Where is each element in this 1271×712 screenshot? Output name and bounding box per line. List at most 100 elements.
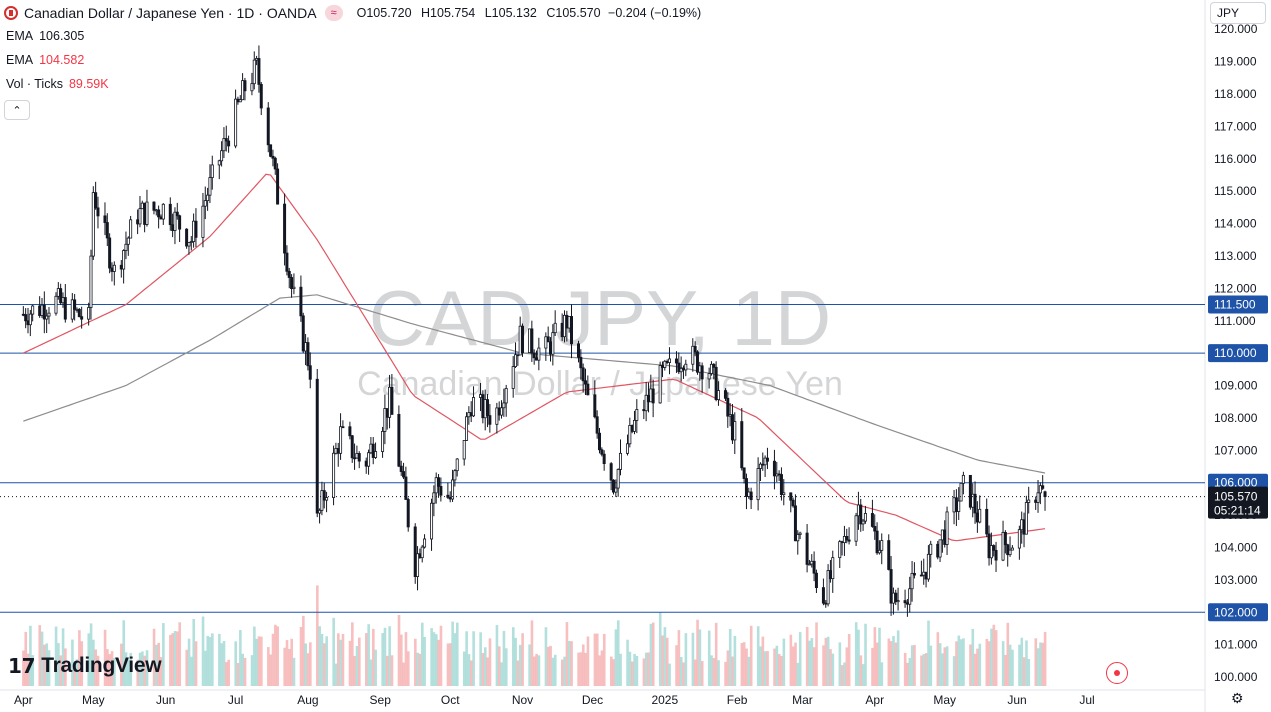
volume-bar	[840, 665, 844, 686]
volume-bar	[700, 661, 704, 686]
candle-body	[707, 373, 711, 380]
candle-body	[903, 600, 907, 604]
candle-body	[80, 316, 84, 320]
volume-bar	[45, 643, 49, 686]
candle-body	[217, 160, 221, 166]
candle-body	[602, 453, 606, 465]
volume-bar	[635, 655, 639, 686]
candle-body	[112, 264, 116, 272]
volume-bar	[612, 659, 615, 686]
bar-countdown-label: 05:21:14	[1214, 504, 1261, 518]
volume-bar	[1034, 638, 1038, 686]
candle-body	[339, 426, 343, 454]
compare-icon[interactable]: ≈	[324, 5, 343, 21]
indicator-volume[interactable]: Vol · Ticks 89.59K	[6, 77, 109, 91]
candle-body	[992, 545, 996, 551]
volume-bar	[693, 659, 697, 686]
volume-bar	[243, 657, 247, 686]
candle-body	[684, 363, 688, 371]
volume-bar	[323, 643, 326, 686]
candle-body	[807, 563, 811, 566]
candle-body	[404, 476, 408, 500]
currency-button[interactable]: JPY	[1210, 2, 1266, 24]
volume-bar	[122, 620, 126, 686]
candle-body	[614, 487, 618, 493]
indicator-ema-fast[interactable]: EMA 104.582	[6, 53, 84, 67]
settings-gear-icon[interactable]: ⚙	[1231, 690, 1244, 706]
indicator-ema-slow[interactable]: EMA 106.305	[6, 29, 84, 43]
candle-body	[583, 380, 587, 385]
tradingview-logo[interactable]: 17 TradingView	[8, 654, 162, 678]
candle-body	[714, 366, 718, 400]
candle-body	[695, 351, 699, 373]
volume-bar	[374, 649, 377, 686]
candles-layer	[21, 45, 1047, 617]
volume-bar	[992, 624, 996, 686]
volume-bar	[598, 655, 601, 686]
y-tick-label: 104.000	[1214, 540, 1258, 554]
y-tick-label: 115.000	[1214, 184, 1257, 198]
candle-body	[285, 252, 289, 272]
candle-body	[551, 332, 555, 355]
volume-bar	[304, 643, 307, 686]
volume-bar	[397, 614, 401, 686]
volume-bar	[178, 622, 182, 686]
volume-bar	[334, 663, 338, 686]
candle-body	[243, 80, 247, 92]
volume-bar	[239, 629, 242, 686]
volume-bar	[24, 631, 28, 686]
indicator-label: EMA	[6, 29, 34, 43]
candle-body	[709, 363, 713, 374]
collapse-legend-button[interactable]: ⌃	[4, 100, 30, 120]
low-key: L	[484, 6, 492, 20]
candle-body	[989, 545, 993, 559]
volume-bar	[495, 625, 499, 686]
volume-bar	[600, 650, 604, 686]
candle-body	[38, 305, 42, 316]
volume-bar	[187, 638, 191, 686]
volume-bar	[227, 659, 231, 686]
candle-body	[597, 432, 601, 451]
candle-body	[791, 499, 795, 507]
candle-body	[299, 286, 303, 317]
volume-bar	[145, 650, 149, 686]
candle-body	[152, 201, 156, 211]
candle-body	[812, 560, 816, 574]
candle-body	[364, 460, 368, 467]
volume-bar	[763, 651, 767, 686]
volume-bar	[94, 649, 98, 686]
candle-body	[642, 409, 646, 412]
candle-body	[691, 345, 695, 365]
candle-body	[728, 414, 732, 417]
volume-bar	[204, 650, 207, 686]
candle-body	[432, 492, 436, 504]
candle-body	[28, 313, 32, 326]
candle-body	[472, 397, 476, 417]
volume-bar	[682, 662, 685, 686]
record-icon[interactable]	[1106, 662, 1128, 684]
volume-bar	[218, 633, 221, 686]
volume-bar	[383, 627, 387, 686]
candle-body	[663, 360, 667, 368]
candle-body	[126, 237, 130, 245]
volume-bar	[530, 620, 534, 686]
volume-bar	[274, 624, 277, 686]
volume-bar	[747, 656, 751, 686]
candle-body	[306, 342, 310, 367]
candle-body	[922, 571, 926, 576]
candle-body	[59, 288, 63, 304]
volume-bar	[717, 660, 720, 686]
candle-body	[514, 354, 518, 368]
symbol-title[interactable]: Canadian Dollar / Japanese Yen · 1D · OA…	[24, 5, 317, 21]
volume-bar	[80, 641, 84, 686]
volume-bar	[796, 662, 800, 686]
high-key: H	[421, 6, 431, 20]
candle-body	[318, 509, 322, 514]
candle-body	[26, 320, 30, 326]
volume-bar	[521, 633, 524, 686]
volume-bar	[565, 622, 569, 686]
candle-body	[1043, 491, 1047, 498]
candle-body	[814, 572, 818, 589]
candle-body	[423, 538, 427, 548]
